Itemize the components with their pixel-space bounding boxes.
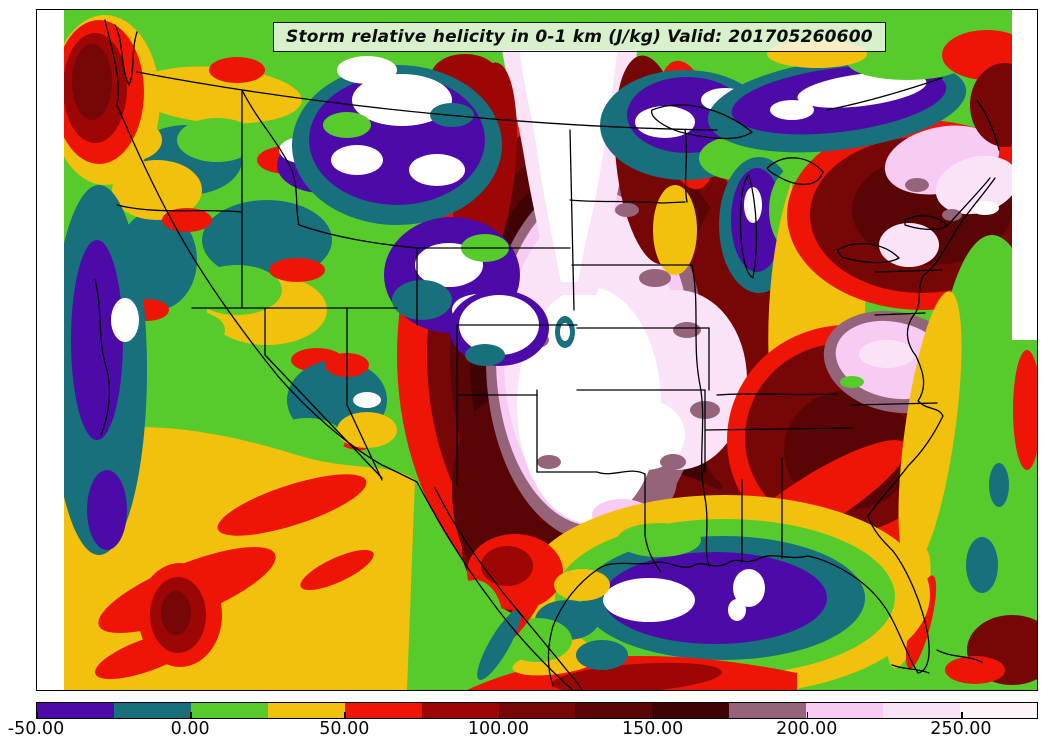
map-title-box: Storm relative helicity in 0-1 km (J/kg)… <box>273 22 886 52</box>
colorbar-segment <box>575 703 653 718</box>
helicity-map <box>37 10 1037 690</box>
colorbar-segment <box>498 703 576 718</box>
colorbar-tick-label: 150.00 <box>621 719 684 739</box>
colorbar-segment <box>883 703 961 718</box>
colorbar-tick <box>652 712 655 718</box>
colorbar-tick-label: 100.00 <box>467 719 530 739</box>
colorbar-tick-label: -50.00 <box>7 719 65 739</box>
colorbar <box>36 702 1038 719</box>
colorbar-segment <box>344 703 422 718</box>
colorbar-labels: -50.00 0.00 50.00 100.00 150.00 200.00 2… <box>8 719 1038 743</box>
colorbar-segment <box>960 703 1037 718</box>
colorbar-segment <box>37 703 114 718</box>
map-left-margin <box>37 10 64 690</box>
map-frame <box>36 9 1038 691</box>
map-title: Storm relative helicity in 0-1 km (J/kg)… <box>286 27 873 47</box>
colorbar-tick <box>498 712 501 718</box>
colorbar-tick-label: 0.00 <box>170 719 210 739</box>
geo-borders <box>94 19 1000 690</box>
colorbar-tick <box>806 712 809 718</box>
colorbar-segment <box>652 703 730 718</box>
colorbar-tick <box>36 712 38 718</box>
colorbar-tick <box>190 712 192 718</box>
colorbar-segment <box>421 703 499 718</box>
colorbar-segment <box>729 703 807 718</box>
colorbar-segment <box>190 703 268 718</box>
colorbar-segment <box>267 703 345 718</box>
helicity-field <box>37 10 1037 690</box>
colorbar-tick <box>344 712 346 718</box>
colorbar-segment <box>113 703 191 718</box>
colorbar-segment <box>806 703 884 718</box>
map-right-margin <box>1012 10 1037 340</box>
colorbar-tick-label: 200.00 <box>776 719 838 739</box>
colorbar-tick <box>961 712 963 718</box>
colorbar-tick-label: 50.00 <box>319 719 370 739</box>
colorbar-tick-label: 250.00 <box>930 719 992 739</box>
